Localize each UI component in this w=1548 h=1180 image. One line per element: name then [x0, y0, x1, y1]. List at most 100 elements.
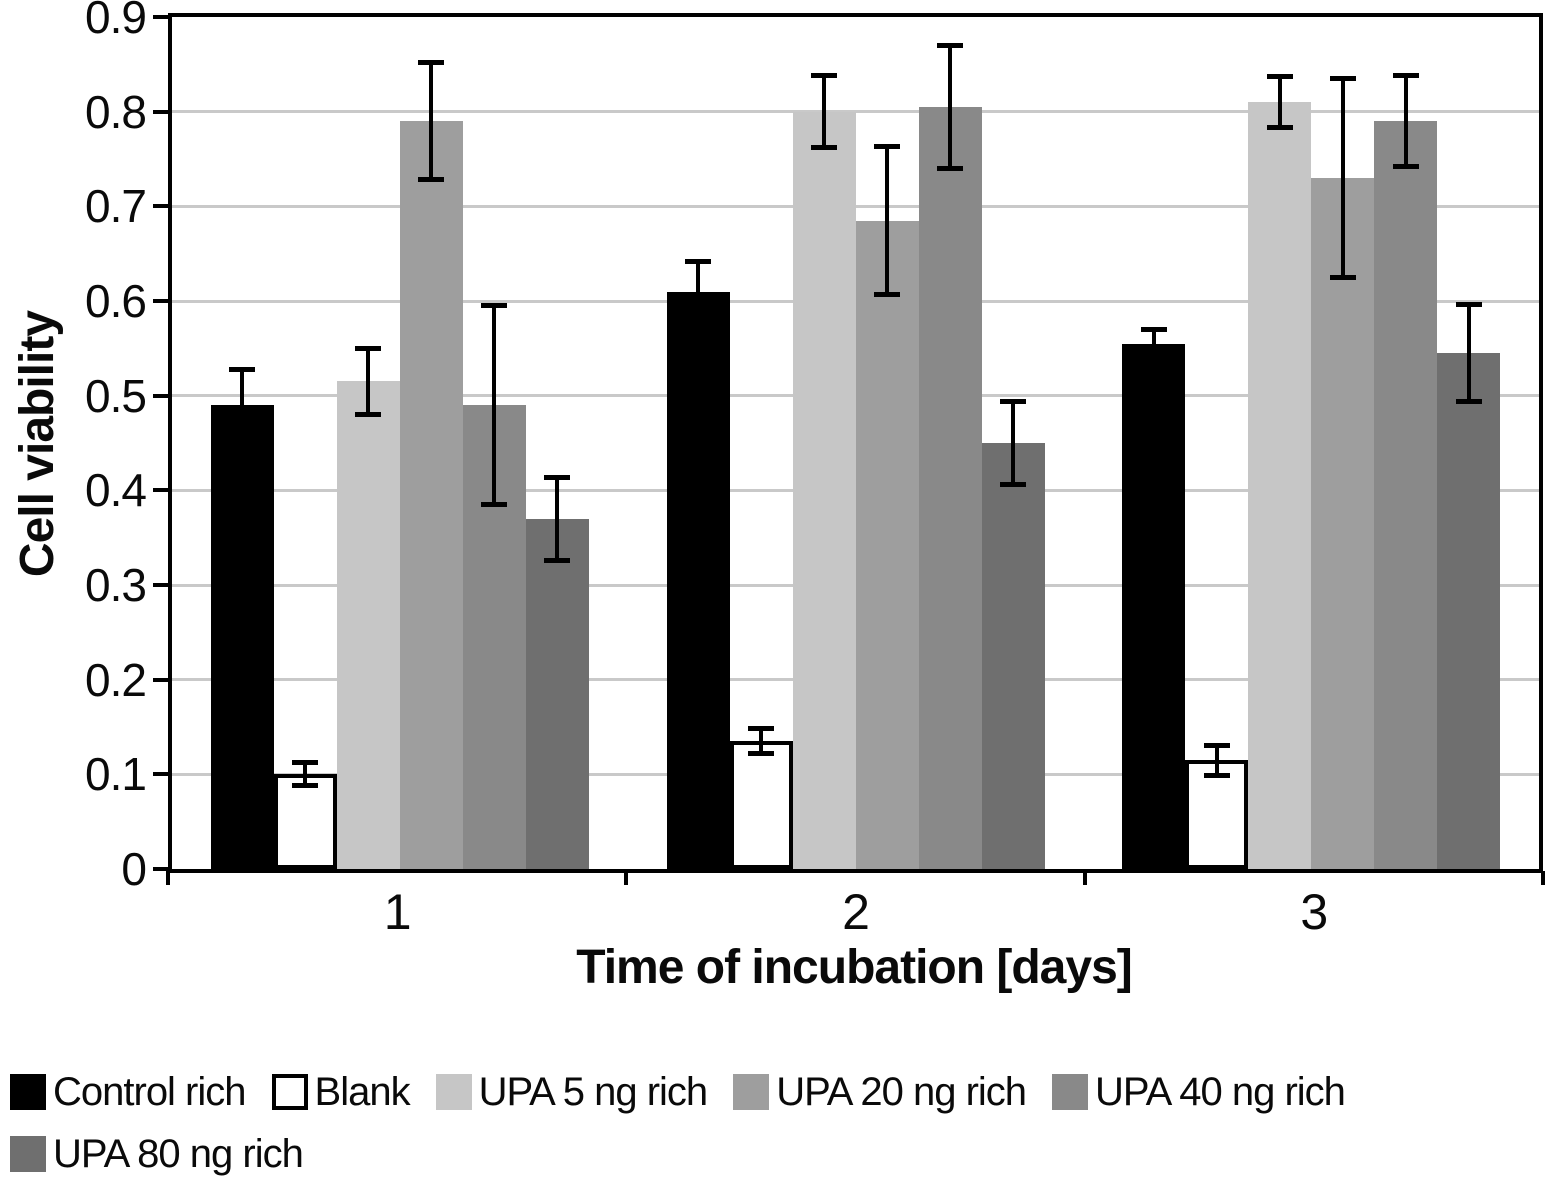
- error-bar-cap-top: [1329, 76, 1356, 82]
- bar-column: [729, 17, 793, 869]
- error-bar-cap-top: [292, 760, 319, 766]
- legend-label: Control rich: [53, 1070, 247, 1114]
- error-bar-cap-top: [1203, 742, 1230, 748]
- legend-label: UPA 20 ng rich: [776, 1070, 1027, 1114]
- y-tick-mark: [153, 488, 168, 493]
- bar: [1185, 760, 1249, 869]
- error-bar-cap-bottom: [1000, 482, 1026, 488]
- legend-swatch: [271, 1074, 308, 1110]
- bar-group-day-3: [1083, 17, 1539, 869]
- y-tick-mark: [153, 299, 168, 303]
- error-bar-cap-bottom: [292, 783, 319, 789]
- error-bar-line: [1466, 304, 1471, 402]
- legend-item: UPA 20 ng rich: [733, 1068, 1027, 1116]
- error-bar-cap-bottom: [355, 412, 382, 418]
- bar: [981, 443, 1045, 869]
- legend-swatch: [10, 1074, 46, 1110]
- bar-column: [1437, 17, 1501, 869]
- gridline: [172, 204, 1539, 208]
- error-bar-cap-bottom: [418, 177, 445, 183]
- bar-group-day-2: [628, 17, 1084, 869]
- bar-column: [1185, 17, 1249, 869]
- y-tick-label: 0.7: [85, 180, 147, 233]
- bar-column: [273, 17, 337, 869]
- error-bar-line: [822, 75, 826, 148]
- bar-column: [525, 17, 589, 869]
- error-bar-cap-bottom: [1329, 274, 1356, 280]
- bar-column: [399, 17, 463, 869]
- bar: [1437, 353, 1501, 869]
- error-bar-line: [696, 261, 700, 322]
- error-bar-line: [366, 348, 371, 415]
- legend-item: UPA 80 ng rich: [10, 1130, 304, 1178]
- error-bar-cap-top: [748, 726, 774, 732]
- error-bar-cap-top: [1000, 398, 1026, 404]
- error-bar-cap-bottom: [229, 438, 256, 444]
- bar: [792, 111, 856, 869]
- bar: [1248, 102, 1312, 869]
- error-bar-cap-top: [685, 258, 711, 264]
- error-bar-cap-top: [1140, 326, 1167, 332]
- error-bar-cap-bottom: [1140, 355, 1167, 361]
- error-bar-line: [555, 477, 560, 561]
- bar-column: [336, 17, 400, 869]
- bar: [273, 774, 337, 869]
- bar-column: [855, 17, 919, 869]
- bar-group-day-1: [172, 17, 628, 869]
- y-tick-label: 0: [121, 843, 147, 895]
- error-bar-cap-bottom: [1392, 164, 1419, 170]
- legend-swatch: [733, 1074, 770, 1110]
- error-bar-cap-bottom: [1203, 772, 1230, 778]
- y-tick-label: 0.5: [85, 369, 147, 422]
- bar: [855, 220, 919, 869]
- bar-column: [1122, 17, 1186, 869]
- bar: [1122, 343, 1186, 869]
- x-tick-mark: [624, 871, 629, 885]
- bars-layer: [172, 17, 1539, 869]
- y-tick-label: 0.2: [85, 653, 147, 706]
- error-bar-cap-top: [937, 42, 963, 48]
- plot-area: [168, 13, 1543, 873]
- legend-item: UPA 40 ng rich: [1052, 1068, 1346, 1116]
- error-bar-line: [1151, 329, 1156, 358]
- y-tick-label: 0.6: [85, 275, 147, 327]
- error-bar-line: [303, 762, 308, 786]
- y-tick-mark: [153, 583, 168, 587]
- bar-column: [792, 17, 856, 869]
- error-bar-cap-top: [1455, 302, 1482, 308]
- error-bar-cap-bottom: [811, 145, 837, 151]
- y-tick-mark: [153, 204, 168, 209]
- bar-column: [918, 17, 982, 869]
- error-bar-line: [1011, 401, 1015, 485]
- bar: [1374, 121, 1438, 869]
- y-tick-label: 0.3: [85, 559, 147, 611]
- y-tick-label: 0.9: [85, 0, 147, 43]
- error-bar-cap-top: [874, 144, 900, 150]
- legend-swatch: [1052, 1074, 1089, 1110]
- legend: Control rich Blank UPA 5 ng rich UPA 20 ng …: [10, 1068, 1542, 1178]
- bar-column: [1374, 17, 1438, 869]
- error-bar-cap-bottom: [1266, 125, 1293, 131]
- legend-item: Control rich: [10, 1068, 247, 1116]
- y-tick-mark: [153, 867, 168, 871]
- x-tick-label: 3: [1300, 884, 1328, 940]
- error-bar-cap-bottom: [544, 557, 571, 563]
- bar-column: [1248, 17, 1312, 869]
- legend-swatch: [10, 1136, 46, 1172]
- legend-label: UPA 5 ng rich: [478, 1070, 709, 1114]
- error-bar-line: [948, 45, 952, 169]
- legend-swatch: [435, 1074, 472, 1110]
- x-axis-title: Time of incubation [days]: [576, 941, 1133, 994]
- error-bar-cap-top: [1266, 74, 1293, 80]
- error-bar-line: [492, 305, 497, 505]
- legend-label: Blank: [314, 1070, 411, 1114]
- bar: [210, 405, 274, 869]
- x-tick-mark: [1082, 871, 1087, 885]
- legend-label: UPA 40 ng rich: [1095, 1070, 1346, 1114]
- gridline: [172, 110, 1539, 114]
- error-bar-cap-top: [1392, 73, 1419, 79]
- error-bar-cap-bottom: [937, 165, 963, 171]
- x-tick-label: 1: [383, 884, 412, 940]
- error-bar-cap-top: [418, 59, 445, 65]
